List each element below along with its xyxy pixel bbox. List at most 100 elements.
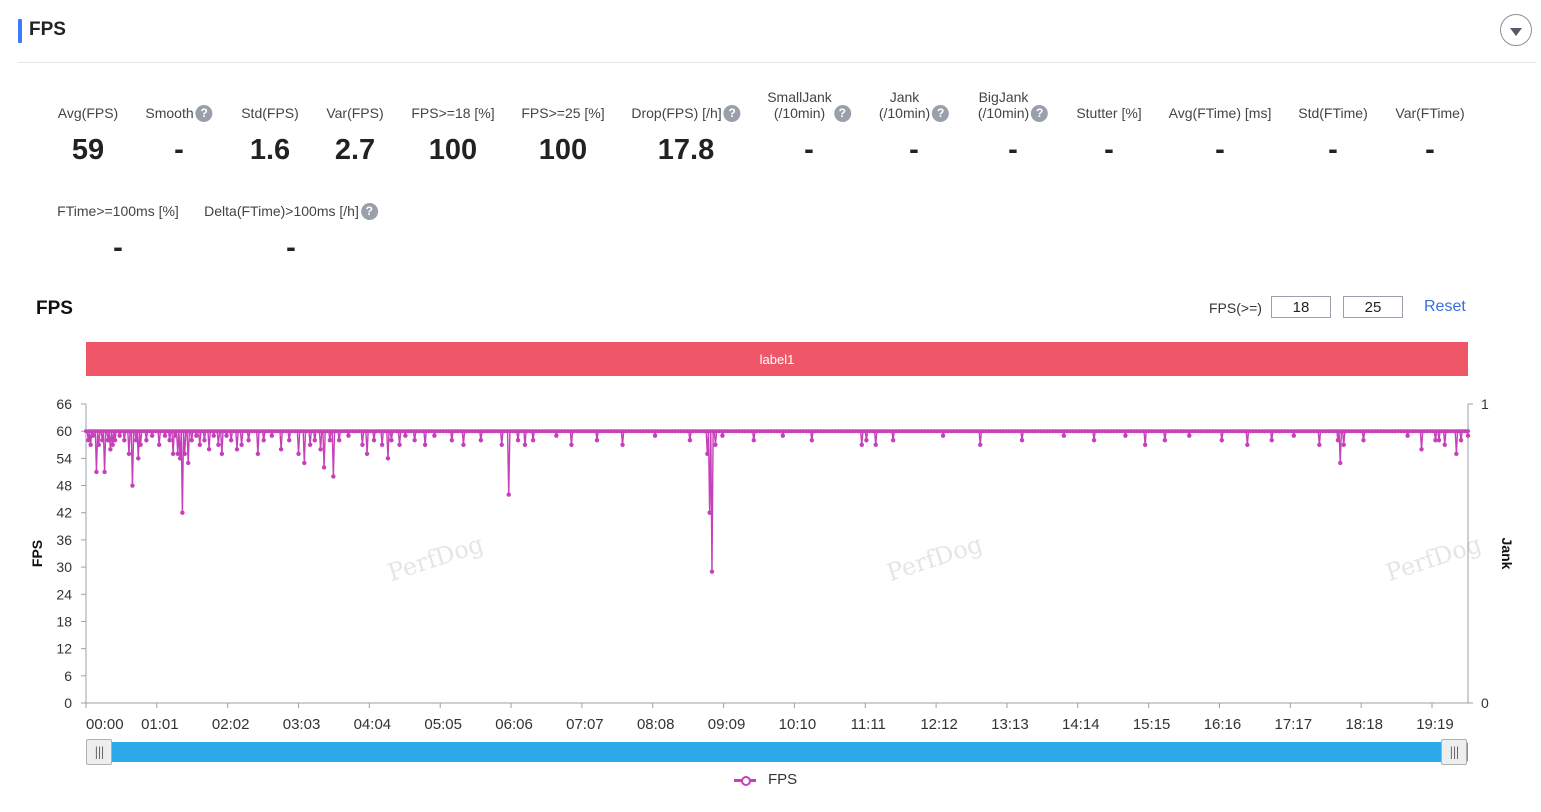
fps-data-point[interactable] [86,438,91,443]
fps-data-point[interactable] [1335,438,1341,443]
fps-data-point[interactable] [133,438,139,443]
fps-data-point[interactable] [478,438,484,443]
fps-data-point[interactable] [318,447,323,452]
fps-data-point[interactable] [1291,433,1296,438]
fps-data-point[interactable] [360,442,365,447]
fps-data-point[interactable] [170,451,176,457]
fps-data-point[interactable] [182,451,187,457]
help-icon[interactable]: ? [932,105,950,122]
fps-data-point[interactable] [652,433,658,438]
collapse-button[interactable] [1500,14,1532,46]
fps-data-point[interactable] [1269,438,1274,443]
fps-data-point[interactable] [180,510,185,515]
fps-data-point[interactable] [110,442,115,447]
fps-threshold-2-input[interactable] [1343,296,1403,318]
fps-data-point[interactable] [1436,438,1442,443]
fps-data-point[interactable] [780,433,786,438]
fps-data-point[interactable] [94,469,99,475]
fps-data-point[interactable] [403,433,408,438]
fps-data-point[interactable] [720,433,725,438]
fps-data-point[interactable] [346,433,351,438]
fps-data-point[interactable] [1361,438,1366,443]
fps-threshold-1-input[interactable] [1271,296,1331,318]
fps-data-point[interactable] [156,442,162,447]
fps-data-point[interactable] [506,492,511,497]
fps-data-point[interactable] [499,442,504,447]
fps-data-point[interactable] [1142,442,1148,447]
zoom-slider-right-handle[interactable]: ||| [1441,739,1467,765]
fps-data-point[interactable] [185,460,191,466]
fps-data-point[interactable] [177,456,183,461]
fps-data-point[interactable] [397,442,402,447]
fps-data-point[interactable] [219,451,225,457]
fps-data-point[interactable] [239,442,244,447]
fps-data-point[interactable] [389,438,394,443]
fps-data-point[interactable] [206,447,212,452]
fps-data-point[interactable] [864,438,869,443]
fps-data-point[interactable] [751,438,756,443]
fps-data-point[interactable] [162,433,168,438]
fps-data-point[interactable] [211,433,216,438]
fps-data-point[interactable] [1317,442,1322,447]
fps-data-point[interactable] [234,447,240,452]
zoom-slider-left-handle[interactable]: ||| [86,739,112,765]
fps-data-point[interactable] [189,438,194,443]
fps-data-point[interactable] [136,456,141,461]
help-icon[interactable]: ? [195,105,213,122]
help-icon[interactable]: ? [723,105,741,122]
fps-data-point[interactable] [1019,438,1025,443]
fps-data-point[interactable] [96,442,101,447]
fps-data-point[interactable] [709,569,715,574]
fps-data-point[interactable] [126,451,132,457]
label-band[interactable]: label1 [86,342,1468,376]
fps-data-point[interactable] [620,442,625,447]
fps-data-point[interactable] [108,447,113,452]
fps-data-point[interactable] [978,442,983,447]
fps-data-point[interactable] [105,438,111,443]
fps-data-point[interactable] [422,442,428,447]
fps-data-point[interactable] [713,442,718,447]
fps-data-point[interactable] [88,442,93,447]
fps-data-point[interactable] [149,433,155,438]
fps-data-point[interactable] [371,438,377,443]
fps-data-point[interactable] [224,433,229,438]
fps-data-point[interactable] [100,438,105,443]
fps-data-point[interactable] [1061,433,1067,438]
fps-data-point[interactable] [197,442,203,447]
fps-data-point[interactable] [859,442,864,447]
fps-data-point[interactable] [1187,433,1192,438]
fps-data-point[interactable] [1458,438,1464,443]
fps-data-point[interactable] [515,438,521,443]
fps-data-point[interactable] [379,442,385,447]
fps-data-point[interactable] [890,438,896,443]
fps-data-point[interactable] [307,442,313,447]
reset-link[interactable]: Reset [1424,298,1466,315]
fps-data-point[interactable] [130,483,135,488]
fps-data-point[interactable] [261,438,266,443]
fps-data-point[interactable] [530,438,536,443]
help-icon[interactable]: ? [360,203,378,220]
fps-data-point[interactable] [1442,442,1447,447]
fps-data-point[interactable] [202,438,207,443]
fps-data-point[interactable] [412,438,417,443]
fps-data-point[interactable] [687,438,693,443]
fps-data-point[interactable] [175,451,180,457]
chart-legend[interactable]: FPS [734,771,797,788]
fps-data-point[interactable] [269,433,275,438]
fps-data-point[interactable] [336,438,342,443]
fps-data-point[interactable] [122,438,127,443]
fps-data-point[interactable] [246,438,251,443]
fps-data-point[interactable] [1123,433,1128,438]
fps-data-point[interactable] [594,438,600,443]
fps-data-point[interactable] [255,451,261,457]
fps-data-point[interactable] [705,451,710,457]
fps-data-point[interactable] [1338,460,1343,466]
fps-data-point[interactable] [1091,438,1097,443]
zoom-slider-track[interactable] [86,742,1468,762]
fps-data-point[interactable] [278,447,284,452]
fps-data-point[interactable] [809,438,815,443]
fps-data-point[interactable] [138,442,143,447]
fps-data-point[interactable] [296,451,301,457]
fps-data-point[interactable] [331,474,336,479]
fps-data-point[interactable] [1465,433,1471,438]
